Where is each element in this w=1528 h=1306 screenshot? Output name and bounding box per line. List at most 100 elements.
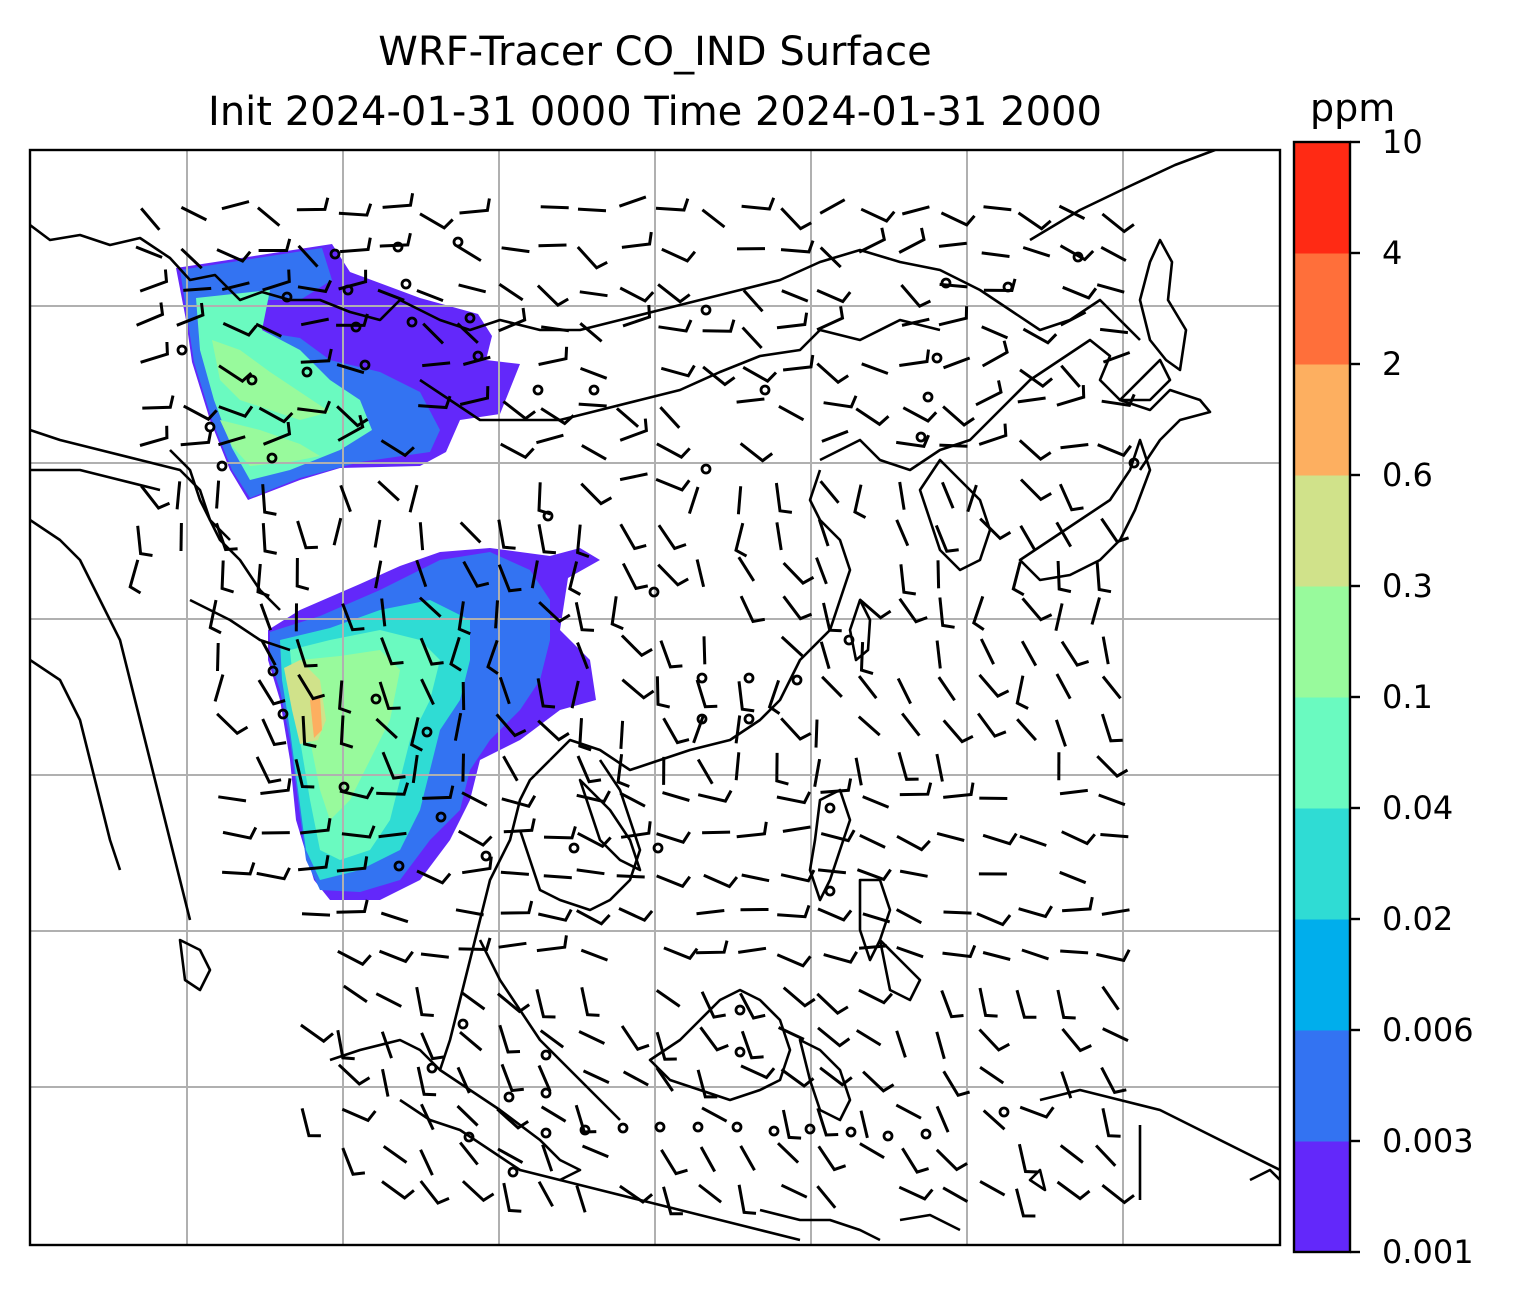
wind-barb xyxy=(816,1185,837,1209)
wind-barb xyxy=(580,948,609,962)
wind-barb xyxy=(449,636,462,672)
colorbar-tick-label: 2 xyxy=(1382,345,1403,383)
wind-barb xyxy=(782,595,813,621)
wind-barb xyxy=(979,638,995,665)
wind-barb xyxy=(862,912,891,924)
wind-barb xyxy=(337,1063,371,1086)
wind-barb xyxy=(942,1186,969,1203)
wind-barb xyxy=(498,676,511,705)
wind-barb xyxy=(300,1108,321,1138)
wind-barb xyxy=(500,1063,524,1093)
coastline-segment xyxy=(518,759,642,912)
wind-barb xyxy=(822,602,842,633)
coastline-segment xyxy=(1118,358,1172,402)
calm-wind-marker xyxy=(931,352,943,364)
calm-wind-marker xyxy=(588,384,600,396)
wind-barb xyxy=(616,874,645,879)
wind-barb xyxy=(540,325,570,333)
wind-barb xyxy=(1060,1071,1073,1099)
calm-wind-marker xyxy=(392,241,404,253)
wind-barb xyxy=(579,322,603,343)
wind-barb xyxy=(942,1070,971,1098)
wind-barb xyxy=(1018,905,1053,919)
wind-barb xyxy=(459,521,482,544)
calm-wind-marker xyxy=(882,1130,894,1142)
wind-barb xyxy=(659,406,681,429)
wind-barb xyxy=(381,1068,390,1097)
wind-barb xyxy=(976,912,1012,927)
wind-barb xyxy=(456,1104,479,1127)
wind-barb xyxy=(1102,351,1131,364)
calm-wind-marker xyxy=(692,1121,704,1133)
wind-barb xyxy=(300,1023,334,1044)
wind-barb xyxy=(1019,524,1036,551)
wind-barb xyxy=(734,522,748,558)
wind-barb xyxy=(978,987,998,1018)
wind-barb xyxy=(422,785,455,800)
wind-barb xyxy=(380,439,415,458)
wind-barb xyxy=(259,603,273,631)
calm-wind-marker xyxy=(920,1128,932,1140)
calm-wind-marker xyxy=(696,672,708,684)
wind-barb xyxy=(820,778,853,794)
coastline-segment xyxy=(578,778,642,872)
wind-barb xyxy=(660,1149,688,1176)
wind-barb xyxy=(541,1144,554,1172)
wind-barb xyxy=(739,1145,756,1172)
wind-barb xyxy=(855,407,890,427)
colorbar-swatch-0 xyxy=(1294,1141,1350,1253)
colorbar-tick-label: 10 xyxy=(1382,123,1423,161)
wind-barb xyxy=(418,395,452,410)
wind-barb xyxy=(816,1107,839,1137)
wind-barb xyxy=(1017,1143,1038,1174)
wind-barb xyxy=(780,240,815,254)
wind-barb xyxy=(858,227,887,254)
wind-barb xyxy=(966,484,978,513)
wind-barb xyxy=(983,205,1012,212)
wind-barb xyxy=(1021,597,1053,622)
wind-barb xyxy=(458,283,487,294)
wind-barb xyxy=(702,636,707,665)
wind-barb xyxy=(1096,755,1129,778)
wind-barb xyxy=(341,825,376,839)
wind-barb xyxy=(216,248,252,263)
wind-barb xyxy=(1056,560,1072,594)
wind-barb xyxy=(940,989,964,1019)
wind-barb xyxy=(1059,788,1088,796)
calm-wind-marker xyxy=(246,374,258,386)
wind-barb xyxy=(376,782,410,796)
wind-barb xyxy=(1062,285,1098,300)
wind-barb xyxy=(213,674,225,702)
colorbar-swatch-2 xyxy=(1294,919,1350,1031)
wind-barb xyxy=(535,989,556,1019)
calm-wind-marker xyxy=(540,1087,552,1099)
wind-barb xyxy=(982,832,1018,846)
wind-barb xyxy=(737,946,767,954)
wind-barb xyxy=(742,289,764,313)
wind-barb xyxy=(455,908,484,917)
wind-barb xyxy=(656,442,691,459)
tracer-contour-band xyxy=(300,650,400,820)
colorbar-unit-label: ppm xyxy=(1310,86,1396,130)
wind-barb xyxy=(175,481,182,510)
wind-barb xyxy=(1090,597,1101,625)
wind-barb xyxy=(734,715,742,744)
wind-barb xyxy=(378,831,407,839)
wind-barb xyxy=(497,1147,524,1164)
coastline-segment xyxy=(419,318,941,422)
wind-barb xyxy=(777,1026,805,1041)
wind-barb xyxy=(935,1031,946,1060)
wind-barb xyxy=(456,244,482,262)
wind-barb xyxy=(537,908,573,922)
wind-barb xyxy=(895,1030,907,1058)
wind-barb xyxy=(540,1105,567,1123)
calm-wind-marker xyxy=(845,1126,857,1138)
wind-barb xyxy=(696,758,714,785)
map-gridlines xyxy=(30,150,1280,1245)
wind-barb xyxy=(301,912,331,917)
wind-barb xyxy=(817,1145,847,1172)
wind-barb xyxy=(662,717,690,745)
wind-barb xyxy=(294,758,315,789)
wind-barb xyxy=(895,1103,922,1120)
wind-barb xyxy=(777,904,811,919)
